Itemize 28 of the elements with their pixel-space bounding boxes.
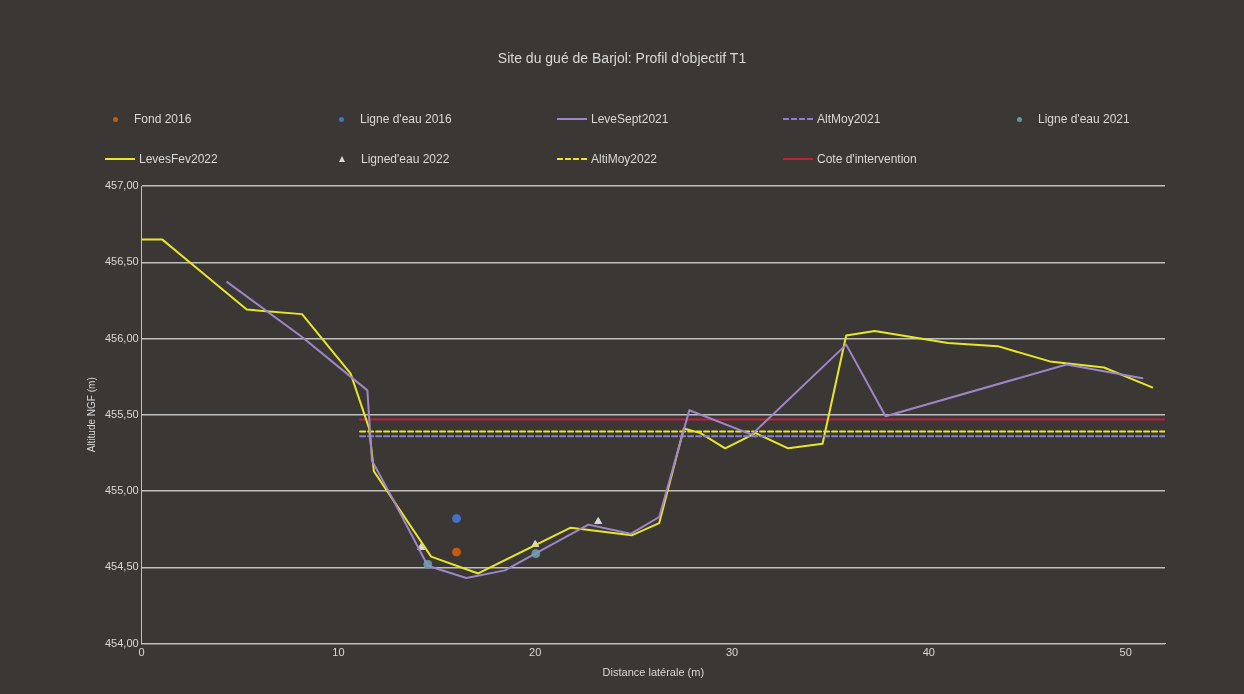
legend-label: LevesFev2022 xyxy=(139,152,218,166)
y-tick-label: 456,50 xyxy=(104,255,139,268)
y-tick-label: 454,00 xyxy=(104,636,139,649)
x-tick-label: 10 xyxy=(332,646,345,659)
point xyxy=(594,517,603,525)
point xyxy=(452,547,462,557)
legend-label: Ligne d'eau 2021 xyxy=(1038,112,1130,126)
x-tick-label: 50 xyxy=(1119,646,1132,659)
y-axis-title: Altitude NGF (m) xyxy=(85,377,97,453)
legend-label: Fond 2016 xyxy=(134,112,192,126)
legend-label: Ligned'eau 2022 xyxy=(361,152,450,166)
legend-label: LeveSept2021 xyxy=(591,112,669,126)
x-axis-title: Distance latérale (m) xyxy=(602,666,705,679)
point xyxy=(452,514,462,524)
y-tick-label: 457,00 xyxy=(104,179,139,192)
chart-title: Site du gué de Barjol: Profil d'objectif T1 xyxy=(496,50,748,66)
legend-label: Ligne d'eau 2016 xyxy=(360,112,452,126)
legend-label: AltiMoy2022 xyxy=(591,152,658,166)
legend-label: Cote d'intervention xyxy=(817,152,917,166)
y-tick-label: 456,00 xyxy=(104,331,139,344)
legend-label: AltMoy2021 xyxy=(817,112,881,126)
x-tick-label: 0 xyxy=(138,646,145,659)
x-tick-label: 20 xyxy=(529,646,542,659)
y-tick-label: 455,50 xyxy=(104,407,139,420)
x-tick-label: 30 xyxy=(725,646,739,659)
y-tick-label: 454,50 xyxy=(104,560,139,573)
y-tick-label: 455,00 xyxy=(104,484,139,497)
x-tick-label: 40 xyxy=(922,646,935,659)
